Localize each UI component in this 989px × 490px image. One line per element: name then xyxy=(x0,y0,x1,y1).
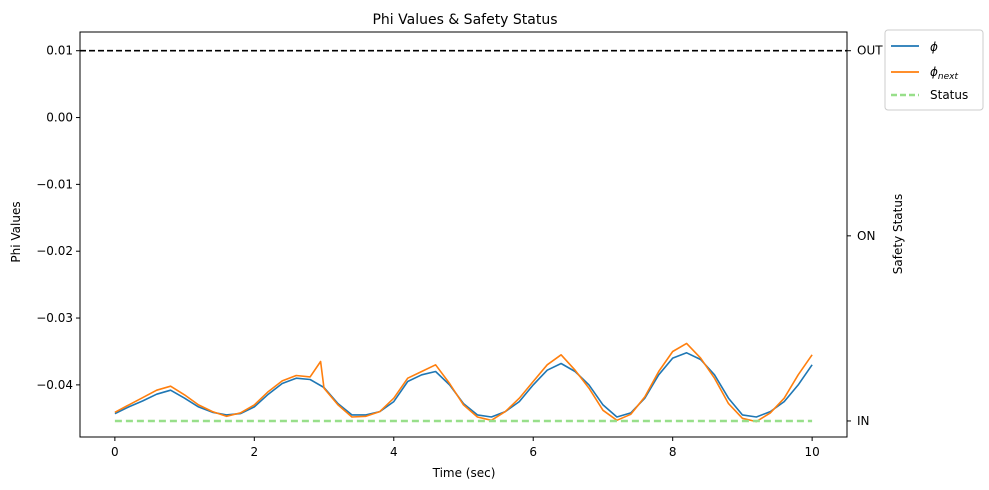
x-axis: 0 2 4 6 8 10 xyxy=(111,437,820,459)
legend-phi-symbol: ϕ xyxy=(930,40,938,54)
y-axis: 0.01 0.00 −0.01 −0.02 −0.03 −0.04 xyxy=(36,44,80,392)
legend-label-phi-next: ϕnext xyxy=(930,65,958,82)
y-tick-label: −0.04 xyxy=(36,378,73,392)
plot-content xyxy=(80,49,847,423)
legend-frame xyxy=(884,29,984,111)
y-tick-label: 0.01 xyxy=(46,44,73,58)
right-tick-label-on: ON xyxy=(857,229,875,243)
right-axis: OUT ON IN xyxy=(847,44,883,428)
y-tick-label: 0.00 xyxy=(46,111,73,125)
legend-phi-next-subscript: next xyxy=(938,72,959,82)
legend: ϕ ϕnext Status xyxy=(884,29,984,111)
x-axis-title: Time (sec) xyxy=(432,466,496,480)
y-axis-title: Phi Values xyxy=(9,201,23,262)
right-tick-label-out: OUT xyxy=(857,44,883,58)
legend-label-status: Status xyxy=(930,88,968,102)
x-tick-label: 6 xyxy=(529,445,537,459)
chart-title: Phi Values & Safety Status xyxy=(372,12,557,28)
right-axis-title: Safety Status xyxy=(891,194,905,274)
right-tick-label-in: IN xyxy=(857,414,870,428)
plot-frame xyxy=(79,31,848,438)
legend-label-phi: ϕ xyxy=(930,40,938,54)
legend-phi-next-symbol: ϕ xyxy=(930,65,938,79)
x-tick-label: 0 xyxy=(111,445,119,459)
y-tick-label: −0.01 xyxy=(36,177,73,191)
x-tick-label: 8 xyxy=(669,445,677,459)
y-tick-label: −0.03 xyxy=(36,311,73,325)
series-line-phi-next xyxy=(114,342,813,423)
x-tick-label: 10 xyxy=(804,445,819,459)
x-tick-label: 4 xyxy=(390,445,398,459)
y-tick-label: −0.02 xyxy=(36,244,73,258)
x-tick-label: 2 xyxy=(250,445,258,459)
